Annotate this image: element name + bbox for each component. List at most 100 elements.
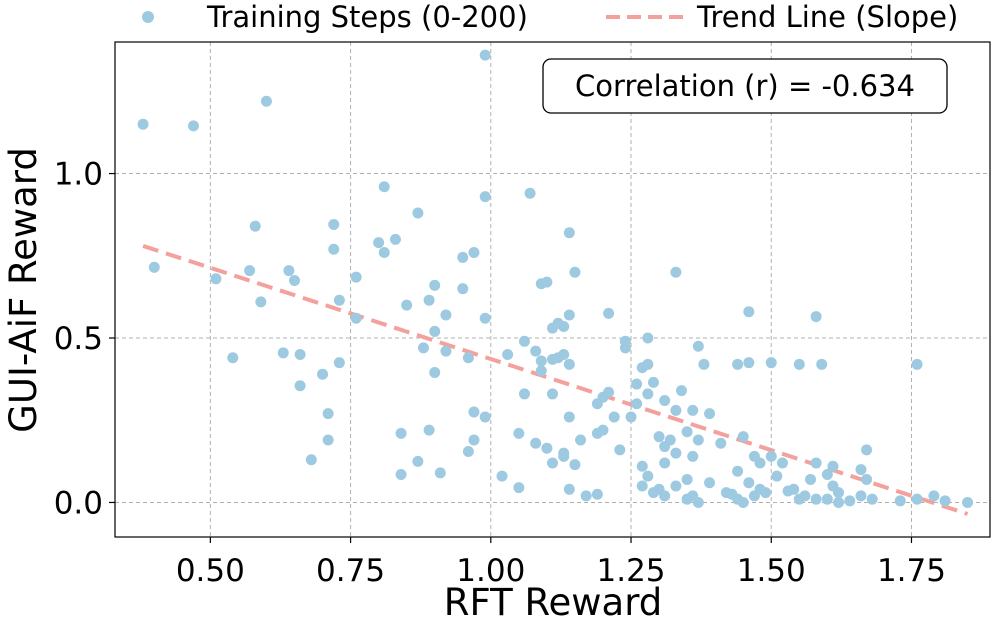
scatter-point [429,325,441,337]
scatter-point [692,434,704,446]
x-tick-label: 0.75 [316,553,385,589]
scatter-point [642,388,654,400]
scatter-point [687,404,699,416]
scatter-point [547,388,558,400]
scatter-point [698,358,710,370]
legend-label-points: Training Steps (0-200) [206,0,528,34]
scatter-point [732,465,744,477]
scatter-point [821,469,833,481]
scatter-point [810,311,822,323]
scatter-point [631,398,643,410]
scatter-point [373,237,385,249]
scatter-point [378,246,390,258]
scatter-point [563,483,575,495]
scatter-point [535,365,547,377]
scatter-point [210,273,222,285]
scatter-point [333,357,345,369]
scatter-point [563,227,575,239]
scatter-point [810,457,822,469]
trend-line [142,244,969,516]
scatter-point [350,312,362,324]
scatter-point [642,358,654,370]
scatter-point [670,266,682,278]
scatter-point [148,261,160,273]
scatter-point [328,243,340,255]
scatter-point [659,490,671,502]
scatter-point [715,437,727,449]
x-tick-label: 1.50 [737,553,806,589]
scatter-point [530,437,542,449]
scatter-point [833,487,845,499]
scatter-point [833,496,845,508]
scatter-point [569,459,581,471]
scatter-point [754,457,766,469]
scatter-point [513,482,525,494]
scatter-point [591,488,603,500]
scatter-point [861,473,873,485]
scatter-point [631,378,643,390]
scatter-point [743,306,755,318]
scatter-point [277,347,289,359]
scatter-point [412,207,424,219]
scatter-point [793,358,805,370]
scatter-point [395,427,407,439]
scatter-point [866,493,878,505]
scatter-point [530,345,542,357]
correlation-annotation: Correlation (r) = -0.634 [542,58,948,114]
scatter-point [283,265,295,277]
scatter-point [911,358,923,370]
scatter-point [911,493,923,505]
scatter-point [776,457,788,469]
scatter-point [670,480,682,492]
scatter-point [350,271,362,283]
scatter-point [760,487,772,499]
scatter-point [423,294,435,306]
scatter-point [333,294,345,306]
scatter-point [591,427,603,439]
scatter-point [765,450,777,462]
scatter-point [563,309,575,321]
scatter-point [547,353,558,365]
scatter-point [743,357,755,369]
scatter-point [681,426,693,438]
y-tick-label: 1.0 [54,157,103,193]
scatter-point [743,477,755,489]
scatter-point [395,469,407,481]
scatter-point [608,411,620,423]
scatter-point [805,473,817,485]
points-layer [137,49,974,508]
scatter-point [401,299,413,311]
scatter-point [188,120,200,132]
scatter-point [692,340,704,352]
scatter-point [541,442,553,454]
scatter-point [502,348,514,360]
scatter-point [687,450,699,462]
scatter-point [468,246,480,258]
scatter-point [558,321,570,333]
scatter-point [591,398,603,410]
scatter-point [681,473,693,485]
scatter-point [603,386,615,398]
scatter-point [782,485,794,497]
scatter-point [479,49,491,61]
scatter-point [417,342,429,354]
scatter-point [479,312,491,324]
scatter-point [457,283,469,295]
scatter-point [844,495,856,507]
scatter-point [434,467,446,479]
scatter-point [558,450,570,462]
scatter-point [653,431,665,443]
y-tick-label: 0.0 [54,485,103,521]
scatter-point [659,457,671,469]
scatter-point [670,447,682,459]
scatter-point [518,335,530,347]
scatter-point [642,332,654,344]
scatter-point [855,490,867,502]
scatter-point [249,220,261,232]
scatter-point [894,495,906,507]
legend: Training Steps (0-200) Trend Line (Slope… [142,0,958,34]
scatter-point [305,454,317,466]
scatter-point [423,424,435,436]
scatter-point [322,434,334,446]
